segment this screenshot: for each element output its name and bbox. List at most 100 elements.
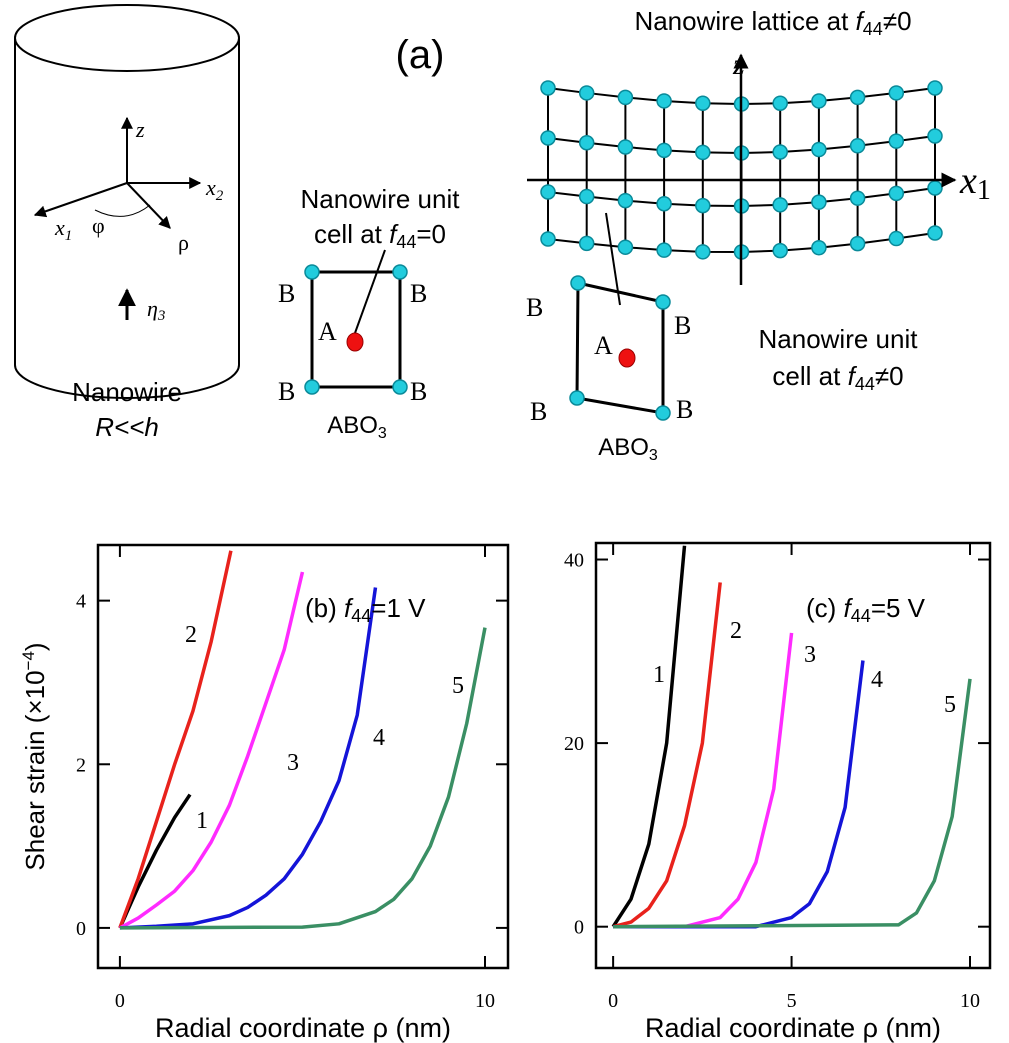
caption: ≠0 <box>875 361 904 391</box>
caption: cell at <box>314 219 389 249</box>
chart-title: (c) <box>806 593 844 623</box>
subscript: 1 <box>977 175 991 206</box>
subscript: 44 <box>855 374 875 394</box>
subscript: 3 <box>378 425 387 442</box>
atom-label: B <box>278 279 295 308</box>
lattice-atom <box>541 232 555 246</box>
lattice-title: ≠0 <box>883 6 912 36</box>
lattice-atom <box>928 81 942 95</box>
lattice-atom <box>773 244 787 258</box>
subscript: 2 <box>216 188 224 204</box>
series-label: 1 <box>196 808 208 834</box>
formula: ABO <box>598 434 649 461</box>
atom-b <box>570 391 584 405</box>
subscript: 3 <box>157 308 166 324</box>
figure: z x2 x1 φ ρ η3 Nanowire R<<h (a) Nanowir… <box>0 0 1009 1043</box>
lattice-atom <box>889 186 903 200</box>
caption: Nanowire <box>72 377 182 407</box>
x-tick-label: 10 <box>960 990 980 1012</box>
series-line <box>120 572 303 928</box>
atom-label: B <box>530 397 547 426</box>
lattice-atom <box>812 143 826 157</box>
atom-b <box>305 380 319 394</box>
lattice-atom <box>580 236 594 250</box>
lattice-atom <box>696 145 710 159</box>
formula: ABO <box>327 412 378 439</box>
atom-label: B <box>526 293 543 322</box>
caption: cell at <box>772 361 847 391</box>
y-axis-label: −4 <box>19 651 38 670</box>
atom-label: B <box>674 311 691 340</box>
x-axis-label: Radial coordinate ρ (nm) <box>645 1013 941 1043</box>
series-label: 4 <box>871 667 883 693</box>
chart-title: =5 V <box>871 593 926 623</box>
series-label: 1 <box>653 662 665 688</box>
atom-a <box>619 349 635 367</box>
series-label: 4 <box>373 725 385 751</box>
atom-b <box>393 380 407 394</box>
angle-label: φ <box>92 213 105 238</box>
axis-arrow <box>127 183 170 228</box>
series-label: 5 <box>452 673 464 699</box>
axis-label: x <box>205 175 216 200</box>
series-label: 3 <box>287 750 299 776</box>
caption: Nanowire unit <box>759 324 919 354</box>
series-line <box>613 679 970 927</box>
chart-title: (b) f44=1 V <box>305 593 426 626</box>
chart-title: (b) <box>305 593 344 623</box>
lattice-atom <box>812 241 826 255</box>
lattice-atom <box>657 197 671 211</box>
lattice-atom <box>657 143 671 157</box>
axis-label: x2 <box>205 175 224 204</box>
field-label: η <box>147 296 158 321</box>
series-label: 5 <box>944 692 956 718</box>
lattice-atom <box>773 96 787 110</box>
atom-label: B <box>278 377 295 406</box>
axis-label: z <box>135 117 145 142</box>
chart-title: =1 V <box>371 593 426 623</box>
caption: cell at f44≠0 <box>772 361 903 394</box>
cylinder <box>15 5 239 398</box>
atom-b <box>571 276 585 290</box>
axis-label: x <box>54 215 65 240</box>
subscript: 1 <box>65 228 73 244</box>
lattice-atom <box>696 199 710 213</box>
series-line <box>120 551 231 928</box>
lattice-title: Nanowire lattice at <box>634 6 855 36</box>
pointer <box>355 250 385 333</box>
atom-a <box>347 333 363 351</box>
y-axis-label: Shear strain (×10 <box>20 670 50 870</box>
axis-arrow <box>35 183 127 215</box>
lattice-atom <box>928 129 942 143</box>
lattice-atom <box>618 90 632 104</box>
lattice-atom <box>580 86 594 100</box>
atom-label: B <box>410 377 427 406</box>
panel-label: (a) <box>396 33 445 77</box>
x-tick-label: 10 <box>475 990 495 1012</box>
formula: ABO3 <box>327 412 387 442</box>
series-line <box>613 660 863 926</box>
lattice-atom <box>541 81 555 95</box>
lattice-atom <box>541 185 555 199</box>
y-axis-label: Shear strain (×10−4) <box>19 642 50 870</box>
x-axis-label: Radial coordinate ρ (nm) <box>155 1013 451 1043</box>
atom-label: A <box>594 331 613 360</box>
chart-title: (c) f44=5 V <box>806 593 926 626</box>
caption: R<<h <box>95 412 159 442</box>
lattice-atom <box>851 90 865 104</box>
y-tick-label: 0 <box>574 917 584 939</box>
lattice-atom <box>541 131 555 145</box>
lattice-atom <box>928 226 942 240</box>
caption: Nanowire unit <box>301 184 461 214</box>
axis-label: x <box>959 160 977 202</box>
series-line <box>120 628 485 928</box>
y-axis-label: ) <box>20 642 50 651</box>
atom-b <box>305 265 319 279</box>
charts: 01002412345(b) f44=1 VRadial coordinate … <box>19 543 990 1043</box>
series-line <box>613 546 684 927</box>
caption: cell at f44=0 <box>314 219 446 252</box>
lattice-atom <box>812 195 826 209</box>
radius-label: ρ <box>178 230 189 255</box>
lattice-atom <box>657 94 671 108</box>
atom-b <box>656 295 670 309</box>
